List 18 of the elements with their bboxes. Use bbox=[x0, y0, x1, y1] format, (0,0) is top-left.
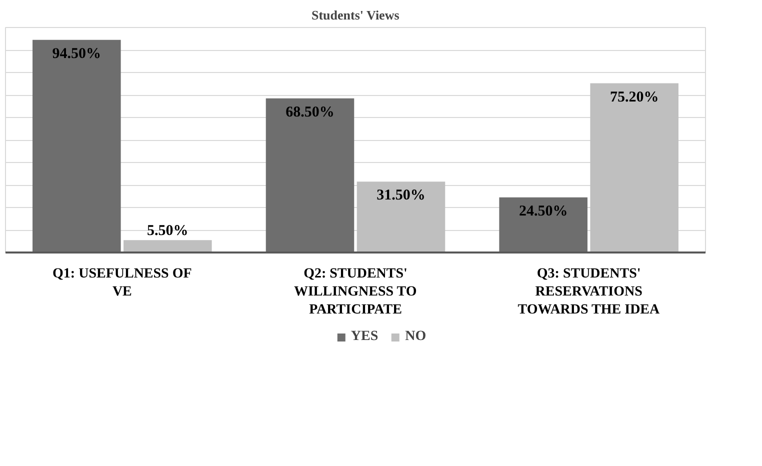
data-label: 94.50% bbox=[52, 46, 102, 62]
bar bbox=[356, 182, 446, 252]
x-tick-label: Q3: STUDENTS' RESERVATIONS TOWARDS THE IDEA bbox=[518, 266, 661, 318]
data-label: 75.20% bbox=[610, 89, 659, 106]
x-tick-label: Q2: STUDENTS' WILLINGNESS TO PARTICIPATE bbox=[294, 266, 417, 318]
data-label: 68.50% bbox=[286, 104, 334, 120]
bar bbox=[266, 98, 354, 252]
data-label: 31.50% bbox=[376, 188, 426, 204]
legend-label: YES bbox=[350, 329, 378, 345]
bar bbox=[124, 240, 212, 252]
bar bbox=[499, 197, 588, 252]
bar bbox=[32, 40, 121, 252]
x-tick-label: Q1: USEFULNESS OF VE bbox=[52, 266, 192, 300]
bar bbox=[590, 83, 678, 252]
chart-title: Students' Views bbox=[312, 8, 400, 22]
data-label: 5.50% bbox=[147, 223, 188, 240]
data-label: 24.50% bbox=[518, 203, 568, 220]
legend-label: NO bbox=[405, 329, 426, 345]
